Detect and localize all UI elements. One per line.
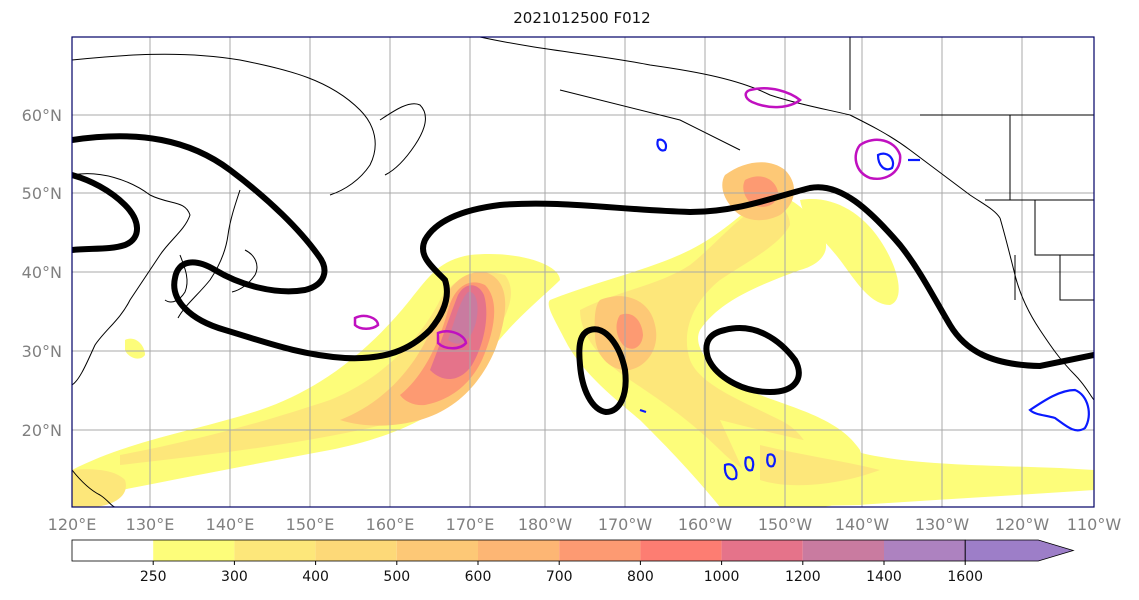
coast-alaska-2 [559, 89, 741, 151]
magenta-contours [353, 87, 902, 350]
colorbar-segment [802, 540, 884, 561]
magenta-contour-4 [436, 330, 468, 350]
blue-contour-6 [656, 138, 668, 152]
coast-na-west [999, 217, 1094, 401]
blue-contours [639, 138, 1090, 481]
shade-ne [800, 199, 899, 305]
blue-contour-5 [876, 152, 895, 171]
coast-japan [177, 189, 241, 319]
colorbar-tick-label: 700 [546, 569, 573, 585]
coast-philippines [72, 469, 116, 507]
coast-us-states [1014, 200, 1094, 301]
colorbar-segment [559, 540, 641, 561]
lon-label-140w: 140°W [835, 515, 890, 534]
colorbar-tick-label: 1000 [704, 569, 740, 585]
colorbar-tick-label: 400 [302, 569, 329, 585]
contour-west-loop [72, 172, 140, 253]
colorbar-tick-label: 300 [221, 569, 248, 585]
lat-label-60: 60°N [22, 106, 62, 125]
colorbar-segment [884, 540, 966, 561]
colorbar-tick-label: 1600 [947, 569, 983, 585]
colorbar-segment [721, 540, 803, 561]
magenta-contour-1 [744, 87, 803, 109]
magenta-contour-2 [854, 138, 902, 181]
colorbar-segment [315, 540, 397, 561]
shade-south [720, 420, 1094, 507]
colorbar-tick-label: 500 [383, 569, 410, 585]
lon-label-180w: 180°W [518, 515, 573, 534]
shade-south-2 [760, 445, 880, 486]
lon-label-170e: 170°E [446, 515, 495, 534]
magenta-contour-3 [353, 314, 380, 330]
colorbar-segment [72, 540, 154, 561]
colorbar-segment [396, 540, 478, 561]
lon-label-150w: 150°W [758, 515, 813, 534]
coast-asia [72, 173, 191, 386]
lon-label-150e: 150°E [286, 515, 335, 534]
blue-contour-3 [744, 456, 755, 472]
blue-contour-4 [766, 453, 776, 468]
chart-title: 2021012500 F012 [513, 9, 651, 27]
colorbar: 250 300 400 500 600 700 800 1000 1200 1400 1600 [71, 539, 1075, 585]
contour-loop-2 [703, 325, 802, 396]
colorbar-tick-label: 600 [465, 569, 492, 585]
lon-label-130w: 130°W [915, 515, 970, 534]
blue-contour-8 [639, 408, 647, 414]
colorbar-segment [153, 540, 235, 561]
contour-main [72, 133, 1094, 370]
shade-sw-2 [125, 338, 145, 359]
blue-contour-1 [1028, 388, 1090, 432]
contour-loop-1 [576, 326, 629, 416]
lon-label-110w: 110°W [1067, 515, 1122, 534]
colorbar-tick-label: 800 [627, 569, 654, 585]
colorbar-tick-label: 250 [140, 569, 167, 585]
colorbar-tick-label: 1400 [866, 569, 902, 585]
lon-label-130e: 130°E [126, 515, 175, 534]
lon-label-170w: 170°W [598, 515, 653, 534]
lat-labels: 60°N 50°N 40°N 30°N 20°N [22, 106, 62, 440]
shade-sw [72, 469, 126, 507]
lat-label-30: 30°N [22, 342, 62, 361]
blue-contour-2 [723, 463, 738, 481]
lon-label-120w: 120°W [995, 515, 1050, 534]
lon-label-140e: 140°E [206, 515, 255, 534]
map-border [71, 36, 1095, 508]
black-contours [72, 133, 1094, 416]
lat-label-20: 20°N [22, 421, 62, 440]
colorbar-tick-label: 1200 [785, 569, 821, 585]
coast-alaska [479, 37, 1001, 219]
shade-band-east-2 [580, 202, 811, 483]
lat-label-50: 50°N [22, 184, 62, 203]
colorbar-border [71, 539, 966, 562]
coast-japan-2 [231, 249, 258, 293]
coast-kamchatka [379, 103, 426, 176]
colorbar-segment [478, 540, 560, 561]
lat-label-40: 40°N [22, 263, 62, 282]
colorbar-segment [640, 540, 722, 561]
shade-band-east-4 [616, 313, 643, 349]
colorbar-segment [234, 540, 316, 561]
coastlines [72, 37, 1094, 507]
lon-label-120e: 120°E [48, 515, 97, 534]
coast-canada-prov [920, 114, 1094, 200]
lon-label-160e: 160°E [366, 515, 415, 534]
coast-asia-north [72, 53, 376, 196]
colorbar-extend-arrow [964, 539, 1075, 562]
lon-labels: 120°E 130°E 140°E 150°E 160°E 170°E 180°… [48, 515, 1122, 534]
lon-label-160w: 160°W [678, 515, 733, 534]
